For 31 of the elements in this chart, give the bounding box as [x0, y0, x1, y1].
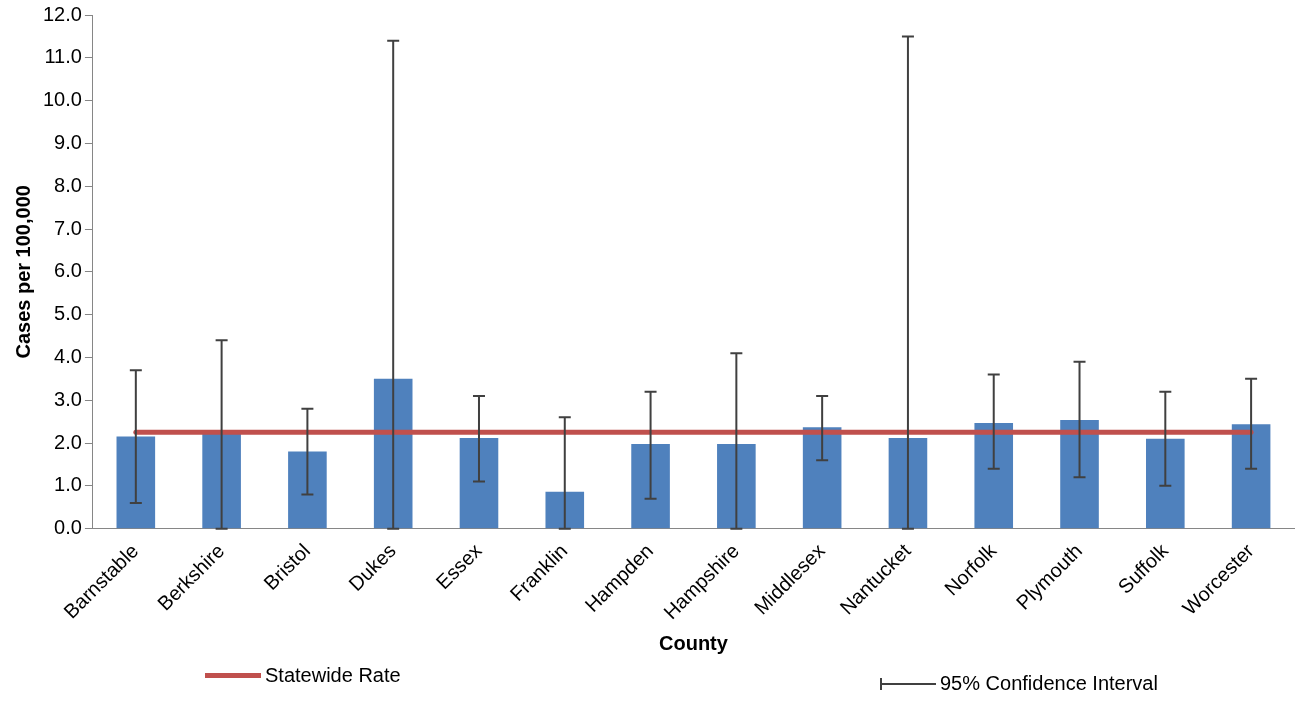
- y-tick-label: 5.0: [54, 302, 82, 325]
- y-tick-label: 8.0: [54, 173, 82, 196]
- bar: [373, 378, 413, 529]
- bar: [802, 427, 842, 529]
- bar: [1060, 419, 1099, 529]
- bar: [288, 451, 327, 529]
- x-axis-title: County: [659, 631, 729, 654]
- bar: [202, 432, 241, 529]
- bar: [116, 436, 156, 529]
- bar: [888, 437, 928, 529]
- y-tick-label: 2.0: [54, 430, 82, 453]
- bar: [717, 443, 756, 529]
- y-tick-label: 6.0: [54, 259, 82, 282]
- y-tick-label: 11.0: [44, 45, 82, 68]
- y-tick-label: 3.0: [54, 387, 82, 410]
- y-axis-title: Cases per 100,000: [11, 185, 34, 359]
- y-tick-label: 10.0: [42, 88, 82, 111]
- bar: [545, 491, 585, 529]
- y-tick-label: 0.0: [54, 516, 82, 539]
- bar: [1231, 424, 1271, 529]
- y-tick-label: 12.0: [42, 2, 82, 25]
- bar: [1146, 438, 1185, 529]
- bar: [631, 443, 670, 529]
- legend-label: Statewide Rate: [265, 664, 401, 687]
- bar: [974, 422, 1014, 529]
- y-tick-label: 1.0: [54, 473, 82, 496]
- y-tick-label: 7.0: [54, 216, 82, 239]
- text: 95% Confidence Interval: [940, 672, 1158, 695]
- bar: [459, 437, 499, 529]
- y-tick-label: 9.0: [54, 130, 82, 153]
- y-tick-label: 4.0: [54, 344, 82, 367]
